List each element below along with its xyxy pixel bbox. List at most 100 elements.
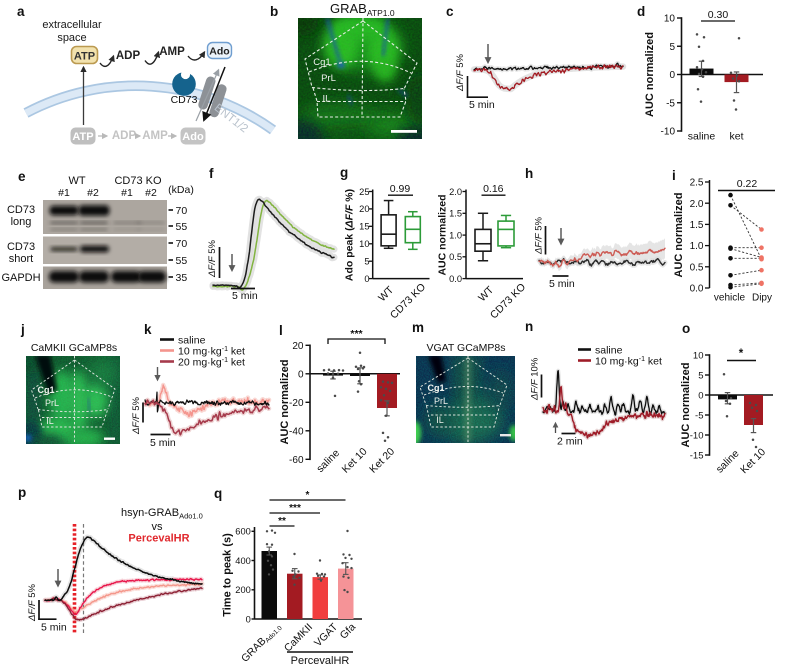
svg-text:2.0: 2.0 xyxy=(449,187,462,197)
svg-text:d: d xyxy=(637,4,645,19)
svg-text:10: 10 xyxy=(359,239,369,249)
svg-text:PrL: PrL xyxy=(321,73,336,84)
svg-text:20 mg·kg-1 ket: 20 mg·kg-1 ket xyxy=(178,357,245,369)
svg-text:2 min: 2 min xyxy=(557,436,583,448)
svg-text:CD73 KO: CD73 KO xyxy=(388,281,428,321)
svg-text:1.5: 1.5 xyxy=(690,220,704,231)
svg-text:WT: WT xyxy=(476,284,496,304)
svg-text:ΔF/F 5%: ΔF/F 5% xyxy=(455,53,466,92)
svg-text:m: m xyxy=(412,320,424,335)
svg-text:PrL: PrL xyxy=(434,396,448,406)
svg-text:200: 200 xyxy=(235,585,251,595)
svg-text:1.0: 1.0 xyxy=(449,230,462,240)
svg-text:AUC normalized: AUC normalized xyxy=(673,193,685,278)
svg-text:AUC normalized: AUC normalized xyxy=(279,360,291,445)
svg-text:-60: -60 xyxy=(289,455,304,466)
svg-text:vehicle: vehicle xyxy=(714,293,746,304)
svg-text:2.5: 2.5 xyxy=(690,178,704,189)
svg-text:0.5: 0.5 xyxy=(690,262,704,273)
svg-text:10: 10 xyxy=(693,350,704,361)
svg-text:ADP: ADP xyxy=(116,50,141,62)
svg-text:GRABAdo1.0: GRABAdo1.0 xyxy=(239,620,284,665)
svg-text:*: * xyxy=(306,490,310,501)
svg-text:***: *** xyxy=(350,328,363,340)
svg-text:5 min: 5 min xyxy=(469,99,495,111)
svg-text:0.0: 0.0 xyxy=(449,274,462,284)
svg-text:c: c xyxy=(446,4,454,19)
svg-text:400: 400 xyxy=(235,556,251,566)
svg-text:ΔF/F 10%: ΔF/F 10% xyxy=(530,357,541,401)
svg-text:e: e xyxy=(18,169,26,184)
svg-text:CaMKII GCaMP8s: CaMKII GCaMP8s xyxy=(31,342,117,354)
svg-text:35: 35 xyxy=(176,272,188,284)
svg-text:h: h xyxy=(525,166,533,181)
svg-text:o: o xyxy=(682,321,690,336)
svg-text:Cg1: Cg1 xyxy=(427,383,444,393)
svg-text:CaMKII: CaMKII xyxy=(282,621,315,654)
svg-text:0: 0 xyxy=(246,614,251,624)
svg-text:vs: vs xyxy=(152,521,164,533)
svg-text:Gfa: Gfa xyxy=(338,621,359,642)
svg-text:0.30: 0.30 xyxy=(708,9,729,21)
svg-text:k: k xyxy=(144,322,152,337)
svg-text:Ket 10: Ket 10 xyxy=(738,446,768,476)
svg-text:5 min: 5 min xyxy=(549,278,575,290)
svg-text:long: long xyxy=(11,216,32,228)
svg-text:Time to peak (s): Time to peak (s) xyxy=(222,533,234,617)
svg-text:b: b xyxy=(270,4,278,19)
svg-text:ket: ket xyxy=(729,131,743,143)
svg-text:short: short xyxy=(9,253,33,265)
svg-text:AUC normalized: AUC normalized xyxy=(680,363,692,448)
svg-text:hsyn-GRABAdo1.0: hsyn-GRABAdo1.0 xyxy=(121,507,203,521)
svg-text:**: ** xyxy=(278,516,286,527)
svg-text:5: 5 xyxy=(698,370,703,381)
svg-text:PercevalHR: PercevalHR xyxy=(128,533,189,545)
svg-text:ATP: ATP xyxy=(72,131,93,143)
svg-text:5 min: 5 min xyxy=(41,622,67,634)
svg-text:5: 5 xyxy=(364,256,369,266)
svg-text:i: i xyxy=(672,168,676,183)
svg-text:5: 5 xyxy=(669,42,675,53)
svg-text:saline: saline xyxy=(688,131,716,143)
svg-text:n: n xyxy=(525,319,533,334)
svg-text:Cg1: Cg1 xyxy=(37,385,54,395)
svg-text:0.5: 0.5 xyxy=(449,252,462,262)
svg-text:ADP: ADP xyxy=(112,130,137,142)
svg-text:0: 0 xyxy=(698,390,703,401)
svg-text:PrL: PrL xyxy=(45,398,59,408)
svg-text:1.5: 1.5 xyxy=(449,209,462,219)
svg-text:1.0: 1.0 xyxy=(690,241,704,252)
svg-text:10 mg·kg-1 ket: 10 mg·kg-1 ket xyxy=(595,356,662,368)
svg-text:IL: IL xyxy=(323,94,331,105)
svg-text:CD73 KO: CD73 KO xyxy=(488,281,528,321)
svg-text:#2: #2 xyxy=(145,187,157,199)
svg-text:j: j xyxy=(20,322,25,337)
svg-text:g: g xyxy=(340,165,348,180)
svg-text:0: 0 xyxy=(669,70,675,81)
svg-text:0: 0 xyxy=(298,369,304,380)
svg-text:55: 55 xyxy=(176,255,188,267)
svg-text:AMP: AMP xyxy=(159,46,185,58)
svg-text:ΔF/F 5%: ΔF/F 5% xyxy=(207,239,218,278)
svg-text:saline: saline xyxy=(178,335,206,347)
svg-text:Ket 20: Ket 20 xyxy=(367,446,397,476)
svg-text:GAPDH: GAPDH xyxy=(1,272,40,284)
svg-text:-5: -5 xyxy=(695,410,703,421)
svg-text:saline: saline xyxy=(714,448,742,476)
svg-text:Ado: Ado xyxy=(182,131,204,143)
svg-text:0.16: 0.16 xyxy=(483,183,504,195)
svg-text:0.0: 0.0 xyxy=(690,284,704,295)
svg-text:IL: IL xyxy=(46,416,54,426)
svg-text:5 min: 5 min xyxy=(150,437,176,449)
svg-text:-40: -40 xyxy=(289,426,304,437)
svg-text:-10: -10 xyxy=(661,127,676,138)
svg-text:Dipy: Dipy xyxy=(752,293,772,304)
svg-text:GRABATP1.0: GRABATP1.0 xyxy=(330,1,395,18)
svg-text:q: q xyxy=(214,486,222,501)
svg-text:10 mg·kg-1 ket: 10 mg·kg-1 ket xyxy=(178,346,245,358)
svg-text:p: p xyxy=(18,485,26,500)
svg-text:-20: -20 xyxy=(289,398,304,409)
svg-text:space: space xyxy=(57,32,86,44)
svg-text:70: 70 xyxy=(176,238,188,250)
svg-text:-10: -10 xyxy=(690,430,704,441)
